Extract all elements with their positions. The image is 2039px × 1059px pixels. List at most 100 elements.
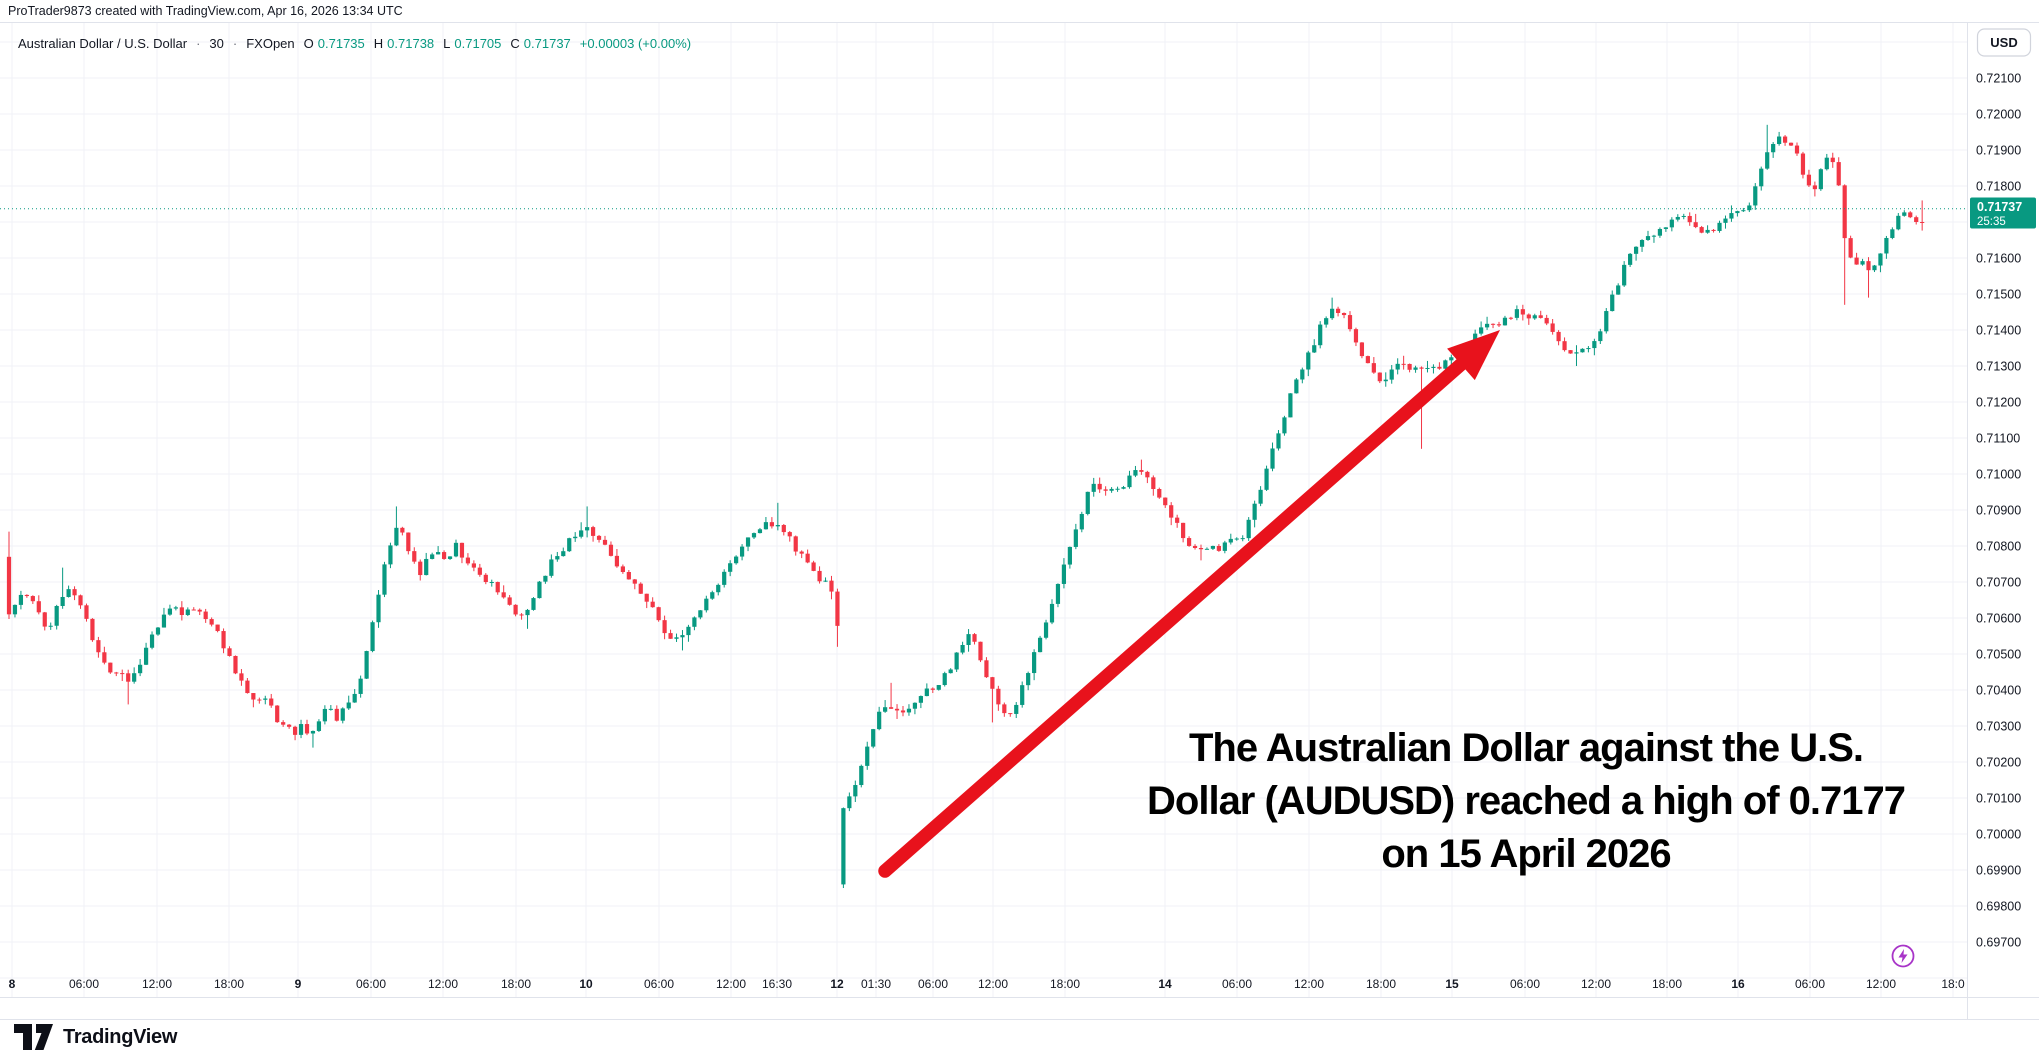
time-label[interactable]: 18:00 [501, 977, 531, 991]
price-label[interactable]: 0.71300 [1976, 360, 2021, 374]
price-label[interactable]: 0.69800 [1976, 900, 2021, 914]
candle-down [233, 655, 238, 674]
candle-up [370, 622, 375, 652]
price-label[interactable]: 0.71800 [1976, 180, 2021, 194]
time-label[interactable]: 06:00 [918, 977, 948, 991]
legend-part: · [232, 36, 238, 51]
candle-up [424, 558, 429, 576]
time-label[interactable]: 12:00 [1581, 977, 1611, 991]
candle-down [626, 571, 631, 580]
price-label[interactable]: 0.71600 [1976, 252, 2021, 266]
candle-up [1532, 315, 1537, 319]
time-label[interactable]: 12:00 [716, 977, 746, 991]
candle-up [1395, 363, 1400, 370]
price-label[interactable]: 0.71500 [1976, 288, 2021, 302]
legend-part: 0.71735 [317, 36, 365, 51]
time-label[interactable]: 12:00 [142, 977, 172, 991]
time-label[interactable]: 12:00 [428, 977, 458, 991]
price-label[interactable]: 0.70800 [1976, 540, 2021, 554]
time-label[interactable]: 06:00 [1510, 977, 1540, 991]
candle-up [1884, 237, 1889, 254]
candle-up [1872, 265, 1877, 271]
price-label[interactable]: 0.70300 [1976, 720, 2021, 734]
candle-down [1186, 538, 1192, 546]
price-label[interactable]: 0.70600 [1976, 612, 2021, 626]
price-label[interactable]: 0.70200 [1976, 756, 2021, 770]
price-label[interactable]: 0.71100 [1976, 432, 2020, 446]
candle-down [471, 563, 476, 568]
price-label[interactable]: 0.71000 [1976, 468, 2021, 482]
time-label-day[interactable]: 8 [9, 977, 16, 991]
time-label[interactable]: 18:00 [1652, 977, 1682, 991]
time-label[interactable]: 06:00 [644, 977, 674, 991]
time-label-day[interactable]: 10 [579, 977, 593, 991]
candle-down [513, 604, 518, 615]
time-label[interactable]: 18:00 [1050, 977, 1080, 991]
candle-down [275, 705, 280, 723]
price-label[interactable]: 0.69700 [1976, 936, 2021, 950]
chart-grid [0, 22, 1967, 997]
price-label[interactable]: 0.71200 [1976, 396, 2021, 410]
candle-up [1091, 483, 1096, 492]
price-label[interactable]: 0.72000 [1976, 108, 2021, 122]
candle-up [1681, 215, 1686, 217]
candle-down [978, 641, 983, 661]
time-label[interactable]: 18:00 [1366, 977, 1396, 991]
price-label[interactable]: 0.69900 [1976, 864, 2021, 878]
candle-down [1002, 704, 1007, 714]
price-label[interactable]: 0.71400 [1976, 324, 2021, 338]
time-label[interactable]: 12:00 [1294, 977, 1324, 991]
price-label[interactable]: 0.72100 [1976, 72, 2021, 86]
axis-separators [0, 22, 2039, 1020]
candle-down [1788, 142, 1794, 146]
time-label-day[interactable]: 15 [1445, 977, 1459, 991]
currency-button-frame[interactable] [1976, 28, 2032, 57]
time-label[interactable]: 01:30 [861, 977, 891, 991]
time-label[interactable]: 18:00 [214, 977, 244, 991]
candle-down [900, 710, 906, 713]
candle-up [1771, 144, 1776, 153]
price-label[interactable]: 0.70400 [1976, 684, 2021, 698]
currency-button[interactable]: USD [1976, 28, 2032, 57]
candle-down [6, 556, 12, 615]
price-label[interactable]: 0.70500 [1976, 648, 2021, 662]
tradingview-logo[interactable]: TradingView [14, 1023, 177, 1051]
price-label[interactable]: 0.70000 [1976, 828, 2021, 842]
time-label-day[interactable]: 16 [1731, 977, 1745, 991]
time-label[interactable]: 06:00 [69, 977, 99, 991]
time-label[interactable]: 06:00 [1222, 977, 1252, 991]
candle-up [859, 765, 864, 786]
time-label[interactable]: 12:00 [1866, 977, 1896, 991]
candle-up [447, 556, 453, 559]
price-label[interactable]: 0.70900 [1976, 504, 2021, 518]
candle-down [1556, 331, 1561, 342]
time-label-day[interactable]: 12 [830, 977, 844, 991]
time-label-day[interactable]: 9 [295, 977, 302, 991]
candle-down [292, 726, 298, 735]
price-label[interactable]: 0.70700 [1976, 576, 2021, 590]
time-label[interactable]: 12:00 [978, 977, 1008, 991]
candle-down [1520, 309, 1525, 315]
candle-down [1800, 153, 1806, 175]
time-label-day[interactable]: 14 [1158, 977, 1172, 991]
legend-part: +0.00003 (+0.00%) [579, 36, 692, 51]
time-axis[interactable]: 8 06:00 12:00 18:00 9 06:00 12:00 18:00 10 06:00 1… [9, 977, 1965, 991]
candle-up [1759, 168, 1764, 187]
candle-up [1723, 218, 1728, 223]
price-axis[interactable]: 0.72100 0.72000 0.71900 0.71800 0.71600 0.715… [1976, 72, 2021, 950]
time-label[interactable]: 18:0 [1941, 977, 1965, 991]
candle-up [567, 538, 572, 552]
candle-up [1633, 246, 1639, 254]
price-label[interactable]: 0.70100 [1976, 792, 2021, 806]
candle-down [215, 624, 220, 632]
time-label[interactable]: 06:00 [1795, 977, 1825, 991]
price-label[interactable]: 0.71900 [1976, 144, 2021, 158]
lightning-icon[interactable] [1891, 944, 1915, 968]
candle-up [579, 530, 584, 537]
candle-up [489, 581, 494, 583]
time-label[interactable]: 06:00 [356, 977, 386, 991]
candle-up [745, 537, 751, 547]
time-label[interactable]: 16:30 [762, 977, 792, 991]
candle-down [656, 607, 661, 621]
